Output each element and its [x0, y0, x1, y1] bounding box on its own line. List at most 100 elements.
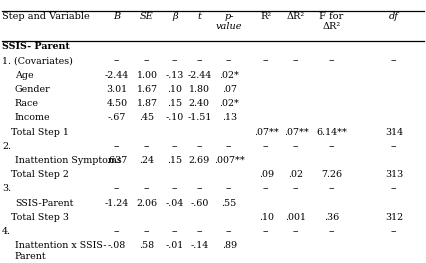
Text: --: --: [114, 142, 121, 151]
Text: .10: .10: [167, 85, 182, 94]
Text: .36: .36: [324, 213, 339, 222]
Text: -.08: -.08: [108, 241, 126, 250]
Text: -1.51: -1.51: [187, 113, 212, 122]
Text: --: --: [293, 184, 299, 193]
Text: --: --: [293, 142, 299, 151]
Text: --: --: [263, 184, 270, 193]
Text: --: --: [196, 57, 203, 65]
Text: -.13: -.13: [165, 71, 184, 80]
Text: 3.: 3.: [2, 184, 11, 193]
Text: --: --: [144, 184, 150, 193]
Text: 7.26: 7.26: [321, 170, 342, 179]
Text: --: --: [114, 227, 121, 236]
Text: .15: .15: [167, 99, 182, 108]
Text: -1.24: -1.24: [105, 199, 129, 208]
Text: p-
value: p- value: [216, 12, 242, 31]
Text: --: --: [391, 57, 397, 65]
Text: --: --: [391, 227, 397, 236]
Text: --: --: [226, 57, 233, 65]
Text: --: --: [226, 227, 233, 236]
Text: .13: .13: [222, 113, 237, 122]
Text: --: --: [328, 184, 335, 193]
Text: --: --: [144, 227, 150, 236]
Text: -2.44: -2.44: [187, 71, 211, 80]
Text: .24: .24: [139, 156, 155, 165]
Text: --: --: [144, 142, 150, 151]
Text: --: --: [196, 142, 203, 151]
Text: --: --: [263, 142, 270, 151]
Text: -.04: -.04: [166, 199, 184, 208]
Text: 4.: 4.: [2, 227, 11, 236]
Text: .02: .02: [288, 170, 304, 179]
Text: .02*: .02*: [219, 99, 239, 108]
Text: 2.69: 2.69: [189, 156, 210, 165]
Text: 1.87: 1.87: [136, 99, 158, 108]
Text: Total Step 2: Total Step 2: [2, 170, 69, 179]
Text: --: --: [171, 57, 178, 65]
Text: 1.00: 1.00: [136, 71, 158, 80]
Text: F for
ΔR²: F for ΔR²: [320, 12, 343, 31]
Text: 4.50: 4.50: [106, 99, 128, 108]
Text: --: --: [391, 184, 397, 193]
Text: .02*: .02*: [219, 71, 239, 80]
Text: .07: .07: [222, 85, 237, 94]
Text: --: --: [293, 227, 299, 236]
Text: --: --: [328, 57, 335, 65]
Text: --: --: [114, 184, 121, 193]
Text: -.60: -.60: [190, 199, 209, 208]
Text: --: --: [263, 57, 270, 65]
Text: Total Step 1: Total Step 1: [2, 128, 69, 136]
Text: --: --: [328, 227, 335, 236]
Text: 2.: 2.: [2, 142, 11, 151]
Text: 313: 313: [385, 170, 403, 179]
Text: --: --: [226, 184, 233, 193]
Text: ΔR²: ΔR²: [287, 12, 305, 21]
Text: df: df: [389, 12, 399, 21]
Text: .07**: .07**: [254, 128, 279, 136]
Text: -.10: -.10: [166, 113, 184, 122]
Text: --: --: [196, 227, 203, 236]
Text: --: --: [391, 142, 397, 151]
Text: .55: .55: [222, 199, 237, 208]
Text: Gender: Gender: [15, 85, 51, 94]
Text: -.14: -.14: [190, 241, 208, 250]
Text: Inattention Symptoms: Inattention Symptoms: [15, 156, 122, 165]
Text: 1. (Covariates): 1. (Covariates): [2, 57, 73, 65]
Text: .07**: .07**: [284, 128, 308, 136]
Text: --: --: [144, 57, 150, 65]
Text: .10: .10: [259, 213, 274, 222]
Text: 6.14**: 6.14**: [316, 128, 347, 136]
Text: .001: .001: [285, 213, 307, 222]
Text: -2.44: -2.44: [105, 71, 129, 80]
Text: --: --: [171, 184, 178, 193]
Text: 1.67: 1.67: [136, 85, 158, 94]
Text: .45: .45: [139, 113, 155, 122]
Text: t: t: [197, 12, 201, 21]
Text: Step and Variable: Step and Variable: [2, 12, 90, 21]
Text: Age: Age: [15, 71, 34, 80]
Text: .58: .58: [139, 241, 155, 250]
Text: .15: .15: [167, 156, 182, 165]
Text: Inattention x SSIS-
Parent: Inattention x SSIS- Parent: [15, 241, 106, 261]
Text: --: --: [171, 142, 178, 151]
Text: 2.40: 2.40: [189, 99, 210, 108]
Text: 312: 312: [385, 213, 403, 222]
Text: --: --: [328, 142, 335, 151]
Text: B: B: [114, 12, 121, 21]
Text: --: --: [171, 227, 178, 236]
Text: --: --: [196, 184, 203, 193]
Text: Total Step 3: Total Step 3: [2, 213, 69, 222]
Text: R²: R²: [261, 12, 272, 21]
Text: --: --: [293, 57, 299, 65]
Text: --: --: [114, 57, 121, 65]
Text: --: --: [263, 227, 270, 236]
Text: .007**: .007**: [214, 156, 245, 165]
Text: Race: Race: [15, 99, 39, 108]
Text: SSIS- Parent: SSIS- Parent: [2, 42, 70, 51]
Text: SSIS-Parent: SSIS-Parent: [15, 199, 73, 208]
Text: Income: Income: [15, 113, 51, 122]
Text: .637: .637: [106, 156, 128, 165]
Text: 1.80: 1.80: [189, 85, 210, 94]
Text: 3.01: 3.01: [106, 85, 128, 94]
Text: .09: .09: [259, 170, 274, 179]
